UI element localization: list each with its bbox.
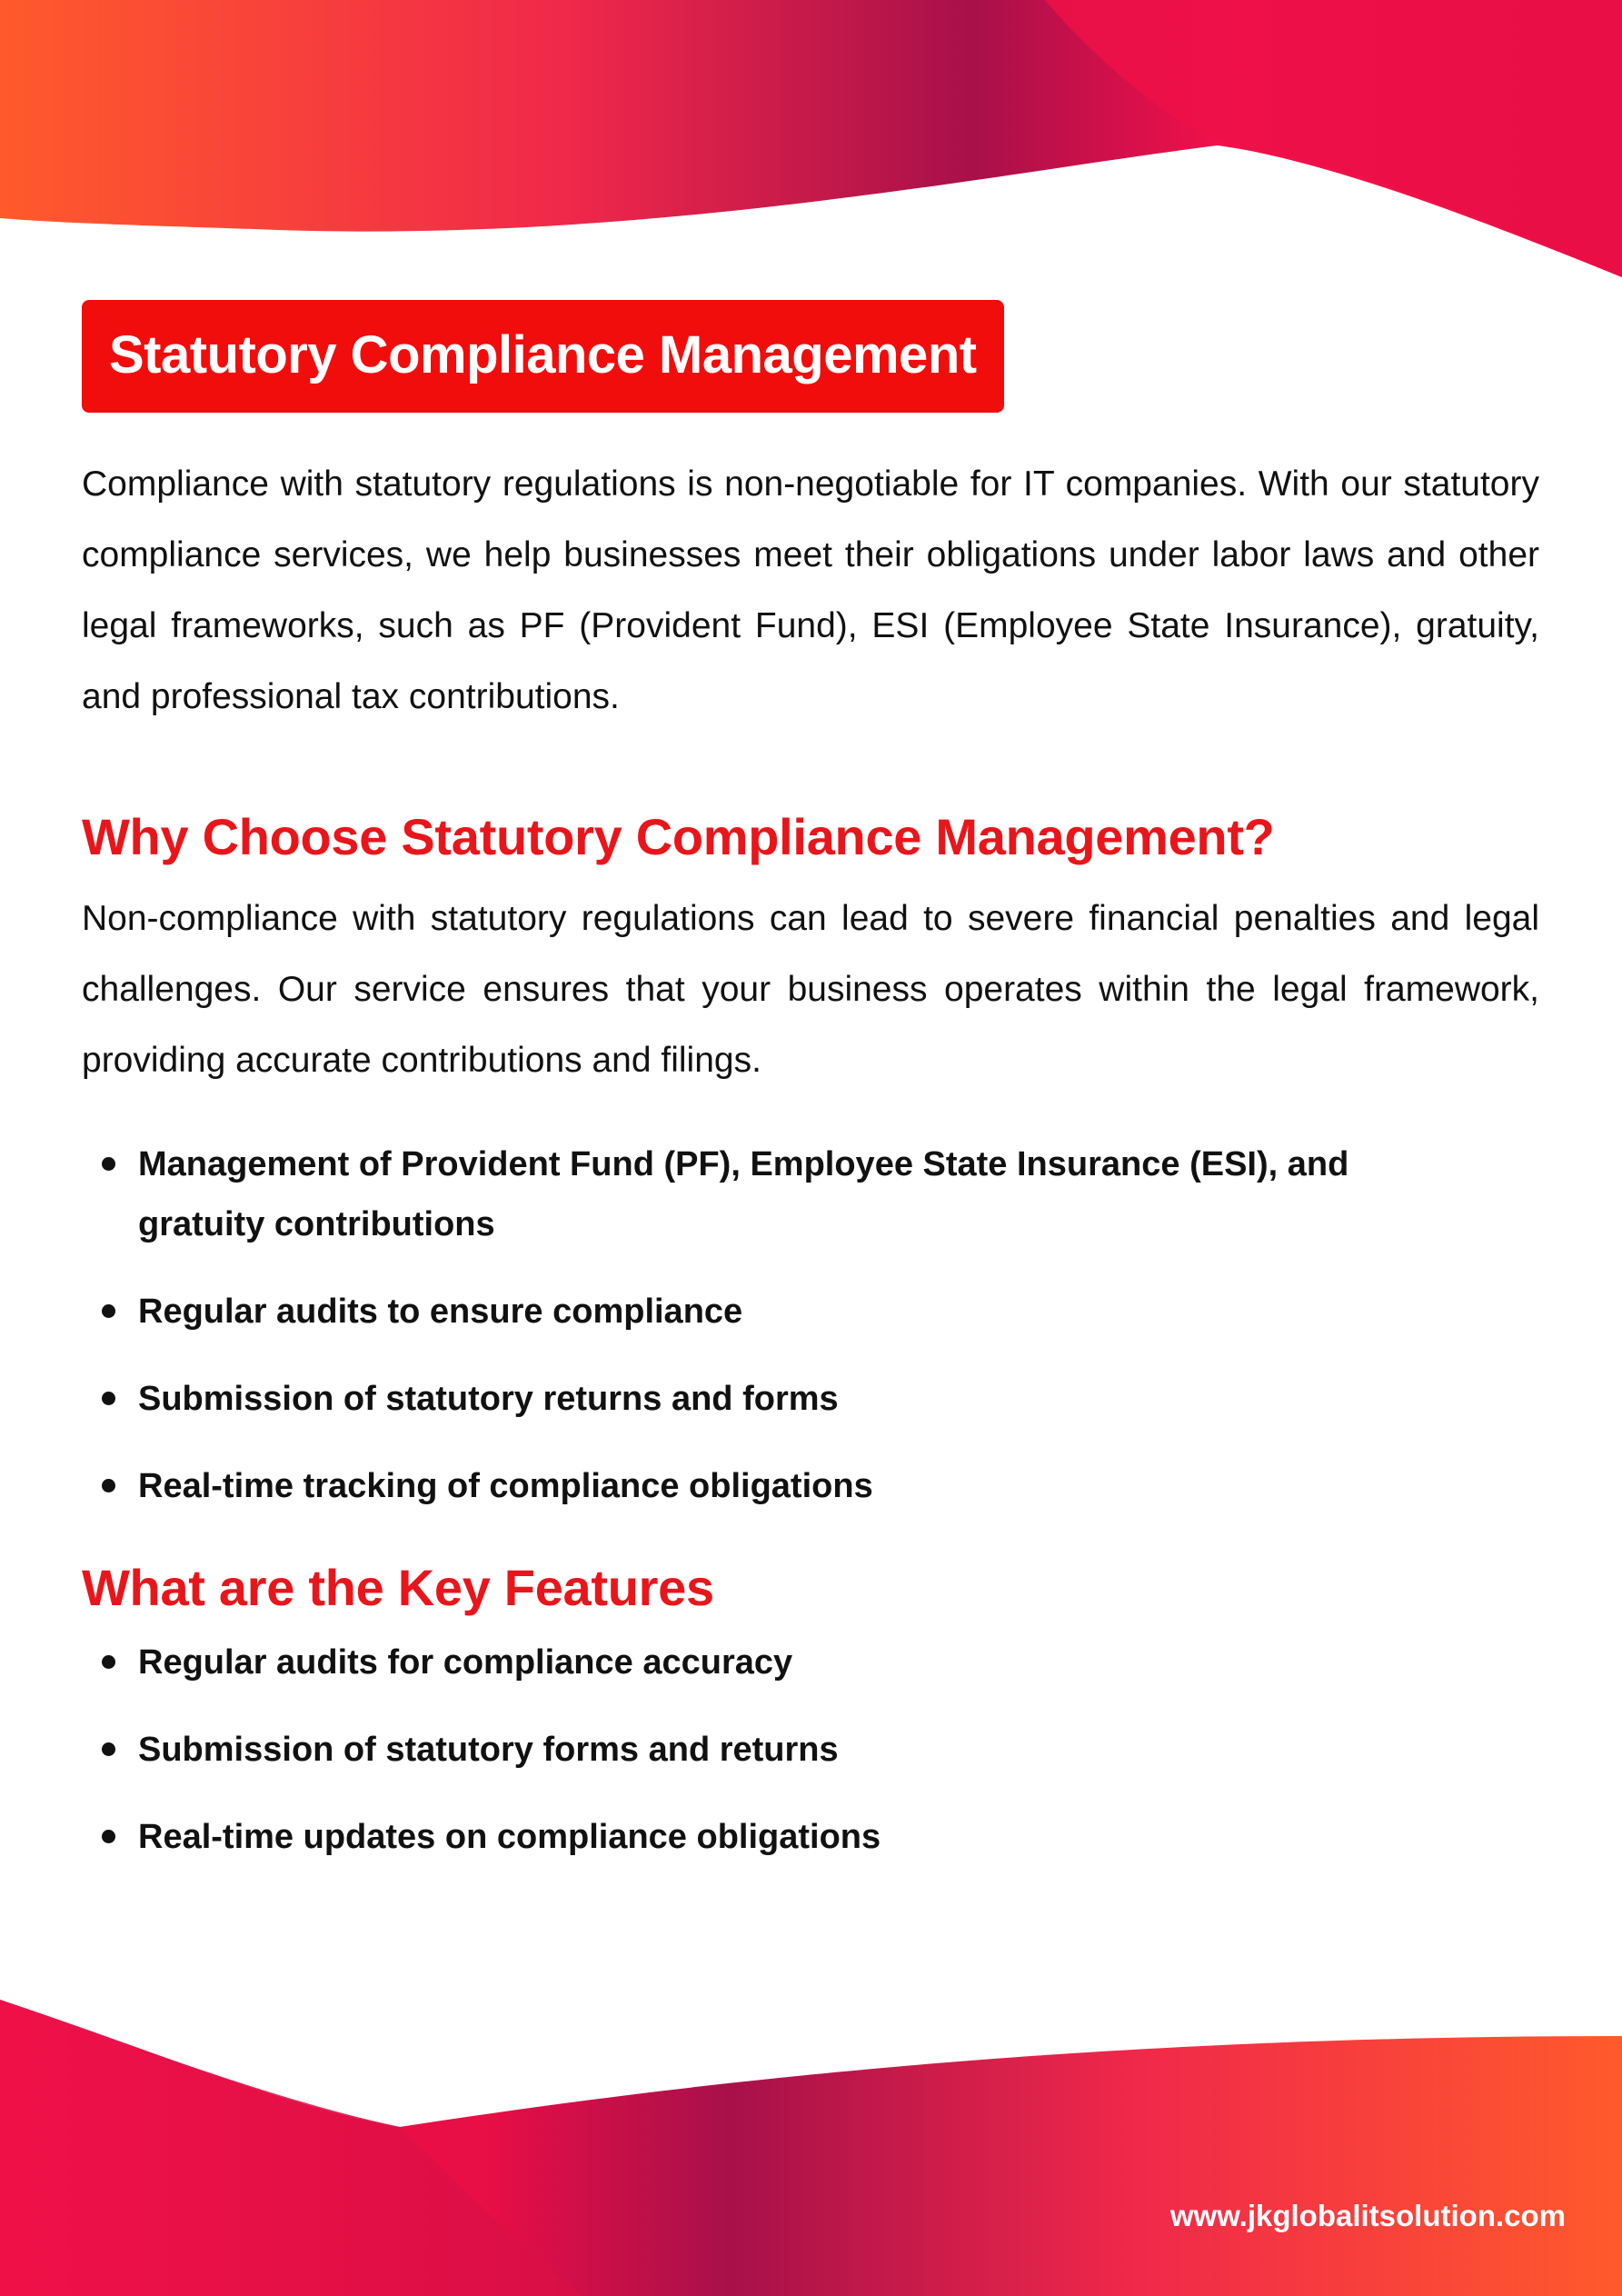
list-item-text: Submission of statutory forms and return…: [138, 1731, 839, 1769]
list-item-text: Real-time updates on compliance obligati…: [138, 1818, 881, 1856]
why-choose-paragraph: Non-compliance with statutory regulation…: [82, 899, 1539, 1080]
bullet-dot-icon: [102, 1479, 115, 1492]
list-item: Submission of statutory returns and form…: [82, 1369, 1410, 1429]
key-features-list: Regular audits for compliance accuracy S…: [82, 1632, 1539, 1867]
list-item-text: Regular audits to ensure compliance: [138, 1293, 743, 1331]
bullet-dot-icon: [102, 1392, 115, 1405]
bullet-dot-icon: [102, 1655, 115, 1669]
bottom-wave-decoration: [0, 2000, 1622, 2296]
list-item-text: Submission of statutory returns and form…: [138, 1380, 839, 1418]
why-choose-heading: Why Choose Statutory Compliance Manageme…: [82, 808, 1275, 865]
list-item: Regular audits to ensure compliance: [82, 1282, 1410, 1342]
list-item: Submission of statutory forms and return…: [82, 1720, 1410, 1780]
list-item: Management of Provident Fund (PF), Emplo…: [82, 1134, 1410, 1254]
bullet-dot-icon: [102, 1304, 115, 1318]
page-title: Statutory Compliance Management: [82, 300, 1004, 413]
list-item: Regular audits for compliance accuracy: [82, 1632, 1410, 1692]
list-item-text: Regular audits for compliance accuracy: [138, 1643, 793, 1682]
intro-paragraph: Compliance with statutory regulations is…: [82, 464, 1539, 716]
key-features-heading: What are the Key Features: [82, 1559, 714, 1616]
list-item-text: Real-time tracking of compliance obligat…: [138, 1467, 873, 1505]
bullet-dot-icon: [102, 1742, 115, 1756]
list-item: Real-time tracking of compliance obligat…: [82, 1456, 1410, 1516]
list-item: Real-time updates on compliance obligati…: [82, 1807, 1410, 1867]
top-wave-decoration: [0, 0, 1622, 277]
bullet-dot-icon: [102, 1157, 115, 1171]
why-choose-list: Management of Provident Fund (PF), Emplo…: [82, 1134, 1539, 1516]
bullet-dot-icon: [102, 1830, 115, 1843]
list-item-text: Management of Provident Fund (PF), Emplo…: [138, 1145, 1349, 1243]
website-link[interactable]: www.jkglobalitsolution.com: [1169, 2199, 1566, 2232]
page-content: Statutory Compliance Management Complian…: [82, 300, 1539, 1894]
